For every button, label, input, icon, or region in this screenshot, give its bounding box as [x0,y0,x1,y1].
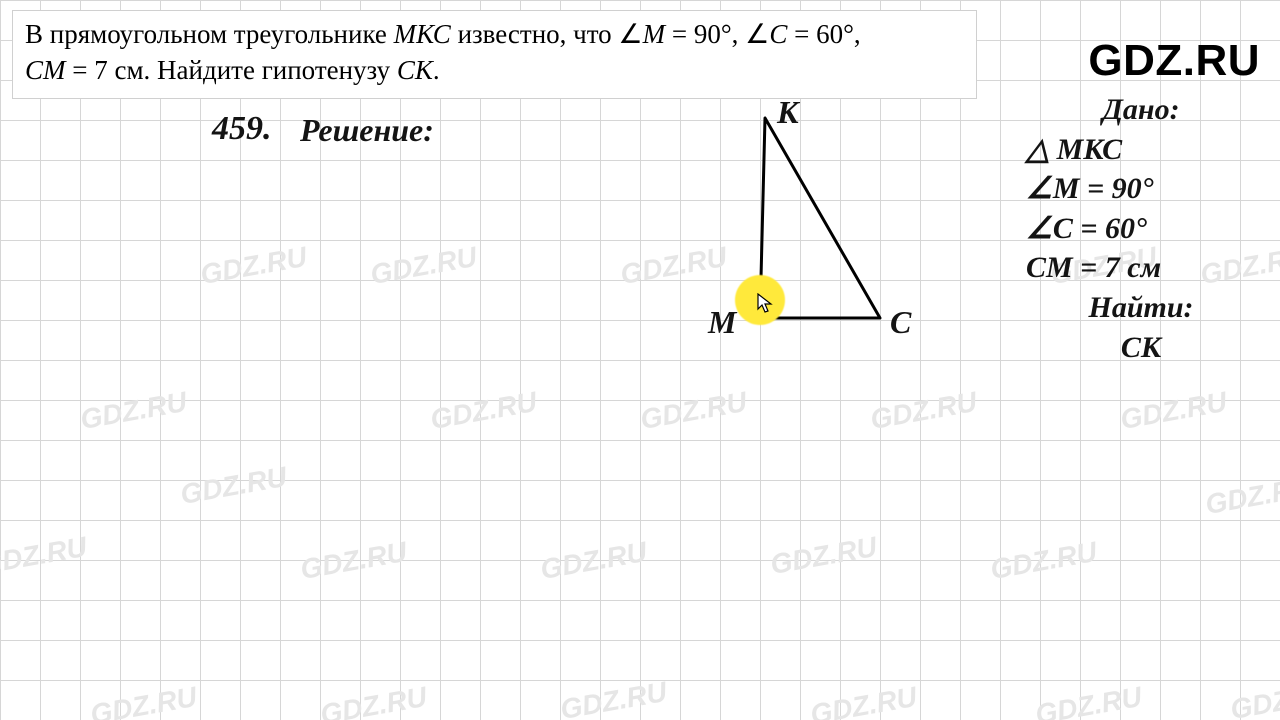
exercise-number: 459. [212,110,272,148]
page: GDZ.RUGDZ.RUGDZ.RUGDZ.RUGDZ.RUGDZ.RUGDZ.… [0,0,1280,720]
given-line: СМ = 7 см [1026,248,1256,288]
solution-label: Решение: [300,112,434,149]
angle-m: М [643,19,666,49]
given-line: ∠С = 60° [1026,209,1256,249]
problem-text: = 7 см. Найдите гипотенузу [66,55,397,85]
given-line: ∠М = 90° [1026,169,1256,209]
hypotenuse-ck: СК [397,55,433,85]
problem-text: известно, что ∠ [451,19,643,49]
vertex-label-m: М [708,304,736,341]
given-title: Дано: [1026,90,1256,130]
find-value: СК [1026,328,1256,368]
problem-text: . [433,55,440,85]
find-title: Найти: [1026,288,1256,328]
given-block: Дано: △ МКС ∠М = 90° ∠С = 60° СМ = 7 см … [1026,90,1256,367]
vertex-label-k: К [777,94,799,131]
given-line: △ МКС [1026,130,1256,170]
problem-statement: В прямоугольном треугольнике МКС известн… [12,10,977,99]
angle-c: С [769,19,787,49]
side-cm: СМ [25,55,66,85]
site-logo: GDZ.RU [1088,36,1260,86]
problem-text: В прямоугольном треугольнике [25,19,394,49]
problem-text: = 60°, [787,19,860,49]
mouse-cursor-icon [757,293,773,315]
problem-text: = 90°, ∠ [665,19,769,49]
triangle-name: МКС [394,19,451,49]
vertex-label-c: С [890,304,911,341]
